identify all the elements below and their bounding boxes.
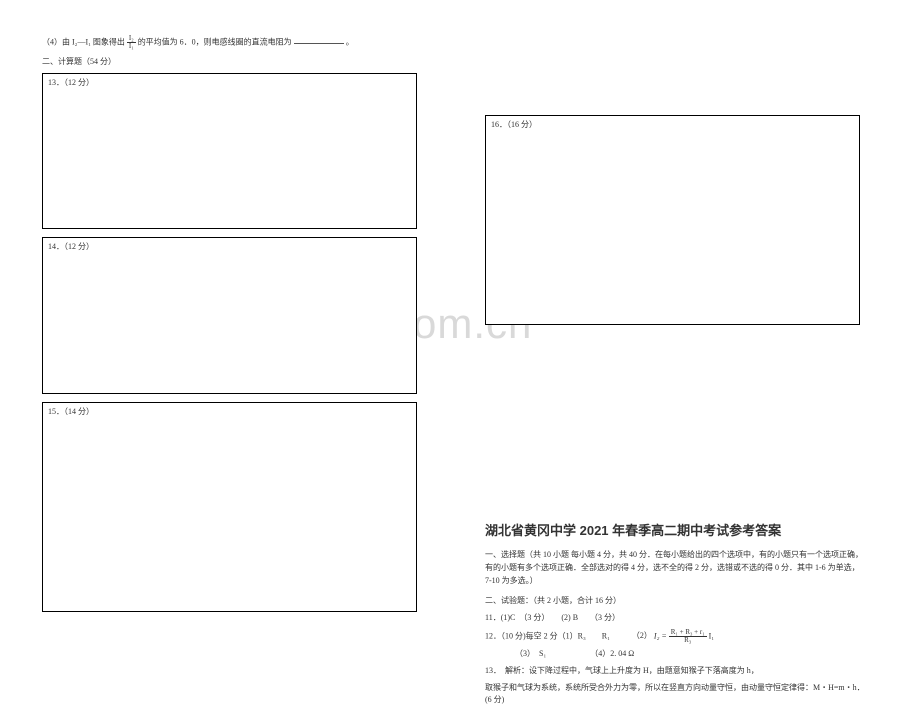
q4-blank: [294, 35, 344, 44]
answer-13-b: 取猴子和气球为系统，系统所受合外力为零，所以在竖直方向动量守恒，由动量守恒定律得…: [485, 682, 865, 708]
ans12-frac-den: R₃: [669, 637, 707, 644]
ans12-b-label: （2）: [632, 631, 652, 640]
answer-13-a: 13． 解析：设下降过程中，气球上上升度为 H，由题意知猴子下落高度为 h，: [485, 665, 865, 678]
answer-box-13: 13．（12 分）: [42, 73, 417, 229]
answer-12-line2: （3） S₁ （4）2. 04 Ω: [485, 648, 865, 661]
ans12-a: 12．（10 分)每空 2 分（1）R₃ R₁: [485, 631, 610, 640]
answer-12-line1: 12．（10 分)每空 2 分（1）R₃ R₁ （2） I₂ = R₁ + R₃…: [485, 629, 865, 644]
box-13-label: 13．（12 分）: [43, 74, 416, 91]
answer-box-14: 14．（12 分）: [42, 237, 417, 394]
ans12-b-tail: I₁: [709, 631, 714, 640]
box-16-label: 16．（16 分）: [486, 116, 859, 133]
box-15-label: 15．（14 分）: [43, 403, 416, 420]
right-column: 16．（16 分） 湖北省黄冈中学 2021 年春季高二期中考试参考答案 一、选…: [485, 35, 865, 711]
answer-key-title: 湖北省黄冈中学 2021 年春季高二期中考试参考答案: [485, 520, 865, 539]
box-14-label: 14．（12 分）: [43, 238, 416, 255]
q4-mid: 的平均值为 6．0，则电感线圈的直流电阻为: [138, 37, 292, 46]
answer-box-15: 15．（14 分）: [42, 402, 417, 612]
q4-prefix: （4）由 I₂—I₁ 图象得出: [42, 37, 125, 46]
q4-suffix: 。: [346, 37, 354, 46]
answer-section-1: 一、选择题（共 10 小题 每小题 4 分，共 40 分．在每小题给出的四个选项…: [485, 549, 865, 587]
question-4-line: （4）由 I₂—I₁ 图象得出 I₂ I₁ 的平均值为 6．0，则电感线圈的直流…: [42, 35, 422, 50]
q4-fraction: I₂ I₁: [127, 35, 136, 50]
ans12-fraction: R₁ + R₃ + r₁ R₃: [669, 629, 707, 644]
answer-11: 11．(1)C （3 分） (2) B （3 分）: [485, 612, 865, 625]
left-column: （4）由 I₂—I₁ 图象得出 I₂ I₁ 的平均值为 6．0，则电感线圈的直流…: [42, 35, 422, 620]
q4-frac-den: I₁: [127, 43, 136, 50]
answer-section-2: 二、试验题：（共 2 小题，合计 16 分）: [485, 595, 865, 608]
ans12-i2: I₂ =: [654, 631, 669, 640]
section-2-heading: 二、计算题（54 分）: [42, 56, 422, 67]
answer-box-16: 16．（16 分）: [485, 115, 860, 325]
